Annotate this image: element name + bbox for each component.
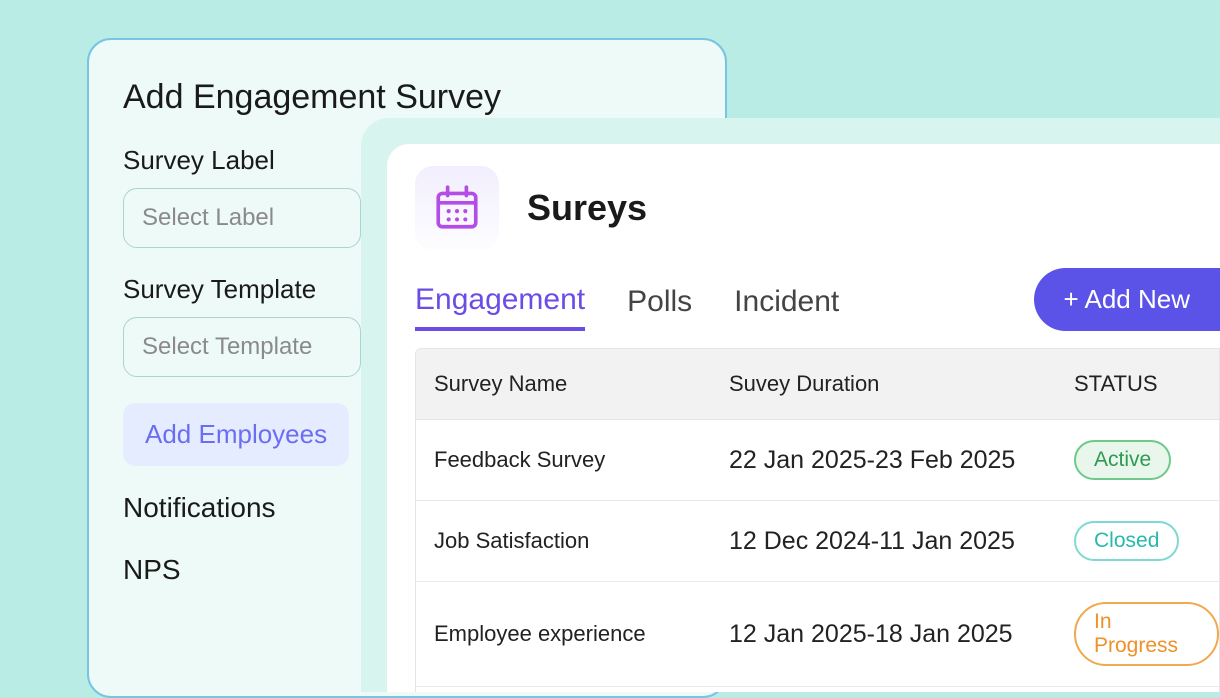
survey-template-select[interactable]: Select Template <box>123 317 361 377</box>
tab-incident[interactable]: Incident <box>734 285 839 329</box>
surveys-panel-wrap: Sureys Engagement Polls Incident + Add New… <box>361 118 1220 692</box>
table-row[interactable]: Job Satisfaction12 Dec 2024-11 Jan 2025C… <box>416 501 1219 582</box>
status-badge: Closed <box>1074 521 1179 561</box>
skeleton-row <box>416 687 1219 692</box>
col-survey-duration: Suvey Duration <box>729 371 1074 397</box>
cell-survey-name: Job Satisfaction <box>434 528 729 554</box>
surveys-panel: Sureys Engagement Polls Incident + Add New… <box>387 144 1220 692</box>
tabs-bar: Engagement Polls Incident + Add New <box>415 268 1220 332</box>
cell-survey-duration: 22 Jan 2025-23 Feb 2025 <box>729 446 1074 475</box>
cell-survey-name: Employee experience <box>434 621 729 647</box>
cell-survey-duration: 12 Dec 2024-11 Jan 2025 <box>729 527 1074 556</box>
surveys-title-row: Sureys <box>415 166 1220 250</box>
cell-status: Active <box>1074 440 1219 480</box>
table-row[interactable]: Employee experience12 Jan 2025-18 Jan 20… <box>416 582 1219 687</box>
table-row[interactable]: Feedback Survey22 Jan 2025-23 Feb 2025Ac… <box>416 420 1219 501</box>
survey-template-placeholder: Select Template <box>142 333 312 361</box>
add-new-button[interactable]: + Add New <box>1034 268 1220 331</box>
tab-engagement[interactable]: Engagement <box>415 283 585 331</box>
cell-survey-name: Feedback Survey <box>434 447 729 473</box>
add-survey-title: Add Engagement Survey <box>123 78 691 117</box>
status-badge: Active <box>1074 440 1171 480</box>
table-body: Feedback Survey22 Jan 2025-23 Feb 2025Ac… <box>416 420 1219 687</box>
status-badge: In Progress <box>1074 602 1219 666</box>
cell-survey-duration: 12 Jan 2025-18 Jan 2025 <box>729 620 1074 649</box>
survey-label-placeholder: Select Label <box>142 204 274 232</box>
tab-polls[interactable]: Polls <box>627 285 692 329</box>
add-employees-button[interactable]: Add Employees <box>123 403 349 466</box>
calendar-icon-tile <box>415 166 499 250</box>
tabs-row: Engagement Polls Incident <box>415 283 839 331</box>
cell-status: Closed <box>1074 521 1219 561</box>
survey-label-select[interactable]: Select Label <box>123 188 361 248</box>
surveys-title: Sureys <box>527 187 647 229</box>
col-survey-name: Survey Name <box>434 371 729 397</box>
calendar-icon <box>432 183 482 233</box>
surveys-table: Survey Name Suvey Duration STATUS Feedba… <box>415 348 1220 692</box>
table-header: Survey Name Suvey Duration STATUS <box>416 349 1219 420</box>
col-status: STATUS <box>1074 371 1219 397</box>
cell-status: In Progress <box>1074 602 1219 666</box>
